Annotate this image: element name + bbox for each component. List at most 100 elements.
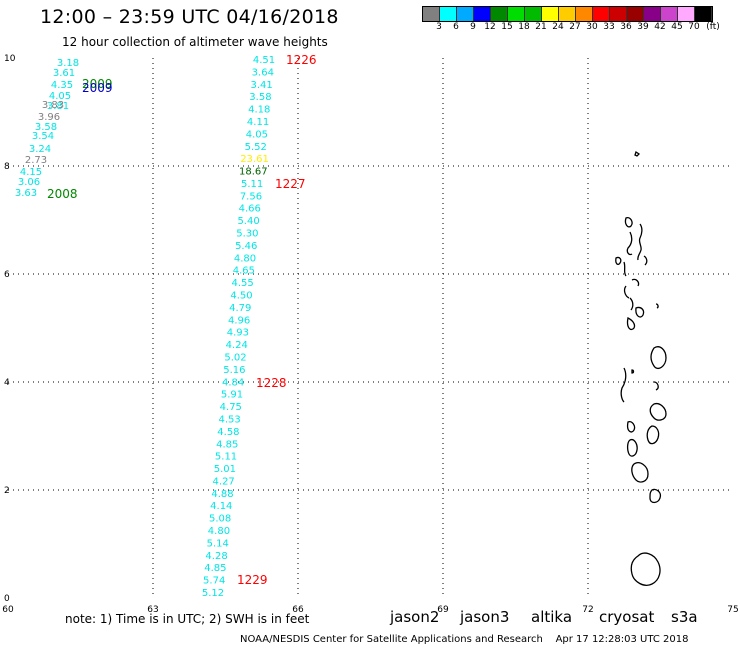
swh-value: 3.64 — [252, 67, 274, 78]
colorbar-label: 6 — [453, 22, 459, 32]
x-tick-label: 63 — [147, 605, 158, 615]
colorbar-label: 21 — [535, 22, 547, 32]
colorbar-swatch — [474, 7, 491, 21]
island-outline — [643, 255, 648, 266]
colorbar-swatch — [440, 7, 457, 21]
colorbar-swatch — [644, 7, 661, 21]
x-tick-label: 60 — [2, 605, 14, 615]
swh-value: 5.91 — [221, 390, 243, 401]
swh-value: 3.18 — [57, 58, 79, 69]
swh-value: 4.80 — [234, 253, 256, 264]
colorbar-label: 39 — [637, 22, 649, 32]
colorbar-label: 45 — [671, 22, 683, 32]
swh-value: 18.67 — [239, 167, 268, 178]
swh-value: 23.61 — [240, 154, 269, 165]
colorbar-label: (ft) — [706, 22, 720, 32]
swh-value: 4.55 — [232, 278, 254, 289]
swh-value: 3.96 — [38, 112, 60, 123]
island-outline — [635, 306, 645, 318]
pass-time-label: 2009 — [82, 81, 113, 95]
swh-value: 5.16 — [223, 365, 245, 376]
island-outline — [631, 278, 640, 287]
swh-value: 3.81 — [47, 101, 69, 112]
swh-value: 3.41 — [250, 80, 272, 91]
colorbar-label: 36 — [620, 22, 632, 32]
island-outline — [655, 303, 659, 309]
swh-value: 4.80 — [208, 526, 230, 537]
wave-height-colorbar — [422, 6, 713, 22]
colorbar-label: 3 — [436, 22, 442, 32]
swh-value: 3.63 — [15, 188, 37, 199]
island-outline — [626, 317, 636, 331]
pass-time-label: 2009 — [82, 77, 113, 91]
swh-value: 3.06 — [18, 177, 40, 188]
swh-value: 3.58 — [249, 92, 271, 103]
swh-value: 5.08 — [209, 514, 231, 525]
credit-line: NOAA/NESDIS Center for Satellite Applica… — [240, 634, 689, 645]
swh-value: 4.79 — [229, 303, 251, 314]
pass-time-label: 1229 — [237, 573, 268, 587]
colorbar-label: 15 — [501, 22, 513, 32]
swh-value: 5.11 — [241, 179, 263, 190]
swh-value: 4.50 — [230, 291, 252, 302]
colorbar-swatch — [525, 7, 542, 21]
swh-value: 4.51 — [253, 55, 275, 66]
swh-value: 4.96 — [228, 315, 250, 326]
swh-value: 4.88 — [211, 489, 233, 500]
colorbar-label: 30 — [586, 22, 598, 32]
colorbar-swatch — [593, 7, 610, 21]
pass-time-label: 1227 — [275, 177, 306, 191]
swh-value: 4.11 — [247, 117, 269, 128]
y-tick-label: 8 — [4, 162, 10, 172]
map-subtitle: 12 hour collection of altimeter wave hei… — [62, 35, 328, 49]
island-outline — [637, 223, 643, 261]
colorbar-label: 9 — [470, 22, 476, 32]
y-tick-label: 4 — [4, 378, 10, 388]
legend-jason3: jason3 — [460, 608, 510, 626]
swh-value: 5.52 — [245, 142, 267, 153]
island-outline — [631, 462, 649, 483]
legend-note: note: 1) Time is in UTC; 2) SWH is in fe… — [65, 612, 310, 626]
colorbar-swatch — [627, 7, 644, 21]
swh-value: 5.30 — [236, 229, 258, 240]
swh-value: 5.12 — [202, 588, 224, 599]
island-outline — [634, 150, 641, 157]
swh-value: 4.05 — [246, 129, 268, 140]
swh-value: 4.27 — [213, 476, 235, 487]
legend-s3a: s3a — [671, 608, 698, 626]
y-tick-label: 2 — [4, 486, 10, 496]
legend-jason2: jason2 — [390, 608, 440, 626]
island-outline — [623, 285, 630, 299]
island-outline — [623, 261, 627, 277]
island-outline — [649, 402, 667, 421]
swh-value: 2.73 — [25, 155, 47, 166]
swh-value: 4.65 — [233, 266, 255, 277]
island-outline — [630, 552, 661, 586]
legend-cryosat: cryosat — [599, 608, 655, 626]
swh-value: 4.58 — [217, 427, 239, 438]
altimeter-track-2008: 3.183.614.354.053.813.833.963.583.54 3.24… — [15, 58, 79, 199]
island-outline — [626, 231, 633, 256]
swh-value: 4.93 — [227, 328, 249, 339]
colorbar-swatch — [678, 7, 695, 21]
island-outline — [624, 216, 633, 228]
swh-value: 5.74 — [203, 576, 225, 587]
colorbar-swatch — [576, 7, 593, 21]
swh-value: 4.15 — [20, 167, 42, 178]
x-tick-label: 75 — [727, 605, 738, 615]
island-outline — [650, 346, 667, 370]
axis-ticks: 60 63 66 69 72 75 0 2 4 6 8 10 — [2, 54, 738, 615]
colorbar-swatch — [610, 7, 627, 21]
swh-value: 4.85 — [216, 439, 238, 450]
colorbar-swatch — [559, 7, 576, 21]
coastline-maldives — [615, 150, 667, 586]
colorbar-labels: 3 6 9 12 15 18 21 24 27 30 33 36 39 42 45 70 (ft) — [422, 22, 740, 34]
swh-value: 4.75 — [220, 402, 242, 413]
colorbar-label: 70 — [688, 22, 700, 32]
island-outline — [626, 420, 636, 433]
colorbar-label: 12 — [484, 22, 496, 32]
island-outline — [629, 297, 634, 311]
swh-value: 5.40 — [237, 216, 259, 227]
swh-value: 3.83 — [42, 100, 64, 111]
